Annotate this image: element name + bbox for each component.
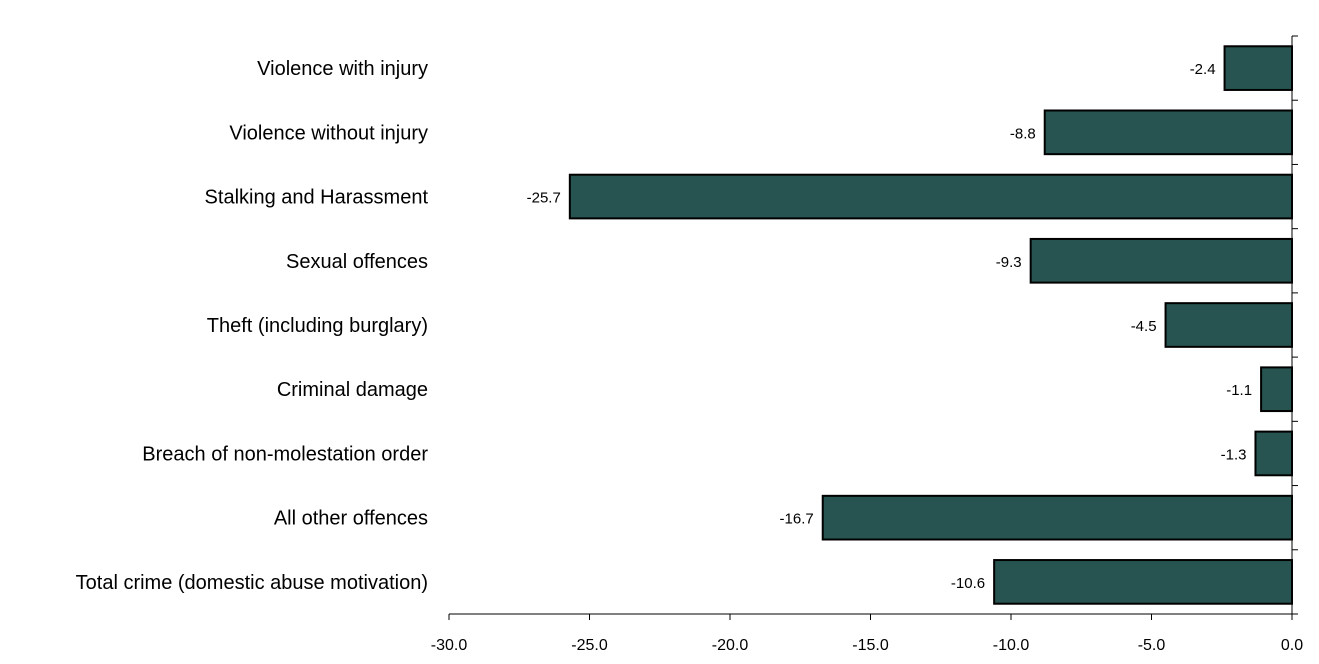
bar [1029, 237, 1294, 284]
x-tick-label: 0.0 [1281, 637, 1303, 654]
category-label: Stalking and Harassment [205, 187, 429, 209]
x-tick-label: -10.0 [993, 637, 1030, 654]
data-label: -2.4 [1190, 61, 1216, 78]
data-label: -1.3 [1221, 446, 1247, 463]
x-tick-label: -30.0 [431, 637, 468, 654]
x-tick-label: -5.0 [1138, 637, 1166, 654]
category-label: Breach of non-molestation order [142, 443, 428, 465]
data-label: -4.5 [1131, 318, 1157, 335]
category-label: Total crime (domestic abuse motivation) [76, 572, 428, 594]
bar [821, 494, 1293, 541]
bar [1043, 109, 1293, 156]
bar [1260, 366, 1293, 413]
labels-group: Violence with injury -2.4 Violence without… [76, 58, 1252, 594]
category-label: All other offences [274, 508, 428, 530]
axes-group: -30.0 -25.0 -20.0 -15.0 -10.0 -5.0 0.0 [431, 35, 1303, 654]
bar [1223, 45, 1294, 91]
category-label: Criminal damage [277, 379, 428, 401]
x-tick-label: -20.0 [712, 637, 749, 654]
bar [1254, 430, 1293, 477]
data-label: -9.3 [996, 254, 1022, 271]
x-tick-label: -25.0 [571, 637, 608, 654]
bars-group [568, 45, 1294, 605]
data-label: -16.7 [780, 511, 814, 528]
data-label: -25.7 [527, 190, 561, 207]
category-label: Theft (including burglary) [207, 315, 428, 337]
x-tick-label: -15.0 [852, 637, 889, 654]
bar [568, 173, 1293, 220]
category-label: Violence with injury [257, 58, 428, 80]
bar [1164, 302, 1294, 348]
bar [993, 559, 1293, 605]
data-label: -8.8 [1010, 125, 1036, 142]
data-label: -1.1 [1226, 382, 1252, 399]
category-label: Sexual offences [286, 251, 428, 273]
category-label: Violence without injury [229, 122, 428, 144]
data-label: -10.6 [951, 575, 985, 592]
